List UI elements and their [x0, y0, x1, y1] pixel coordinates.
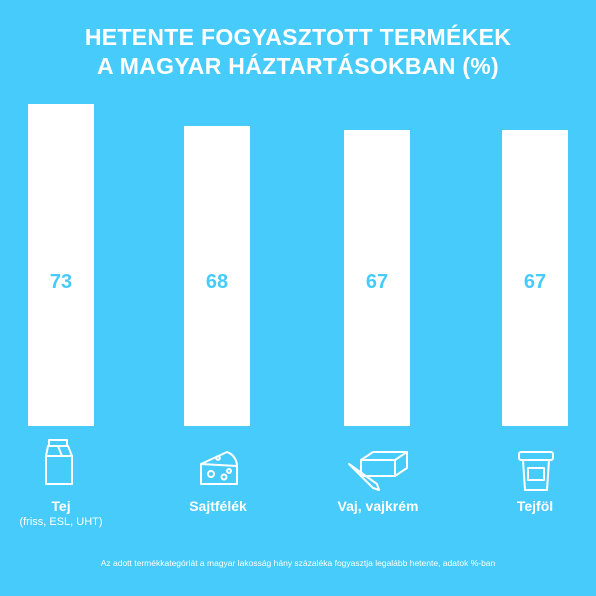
bar-2 [344, 130, 410, 426]
bar-value-label-3: 67 [523, 271, 547, 293]
category-sublabel-tej: (friss, ESL, UHT) [19, 516, 103, 528]
bar-0 [28, 104, 94, 426]
bar-3 [502, 130, 568, 426]
category-label-vaj: Vaj, vajkrém [337, 498, 419, 514]
milk-carton-icon [45, 439, 73, 485]
bar-value-label-0: 73 [49, 271, 73, 293]
butter-icon [348, 451, 408, 491]
chart-title-line-1: HETENTE FOGYASZTOTT TERMÉKEK [84, 24, 512, 50]
category-label-tejfol: Tejföl [516, 498, 554, 514]
category-label-tej: Tej [51, 498, 71, 514]
bar-value-label-2: 67 [365, 271, 389, 293]
bar-1 [184, 126, 250, 426]
bar-value-label-1: 68 [205, 271, 229, 293]
category-label-sajtfelek: Sajtfélék [189, 498, 247, 514]
sour-cream-cup-icon [518, 451, 554, 491]
footnote: Az adott termékkategóriát a magyar lakos… [100, 558, 496, 568]
cheese-icon [200, 451, 238, 485]
chart-title-line-2: A MAGYAR HÁZTARTÁSOKBAN (%) [96, 53, 500, 79]
